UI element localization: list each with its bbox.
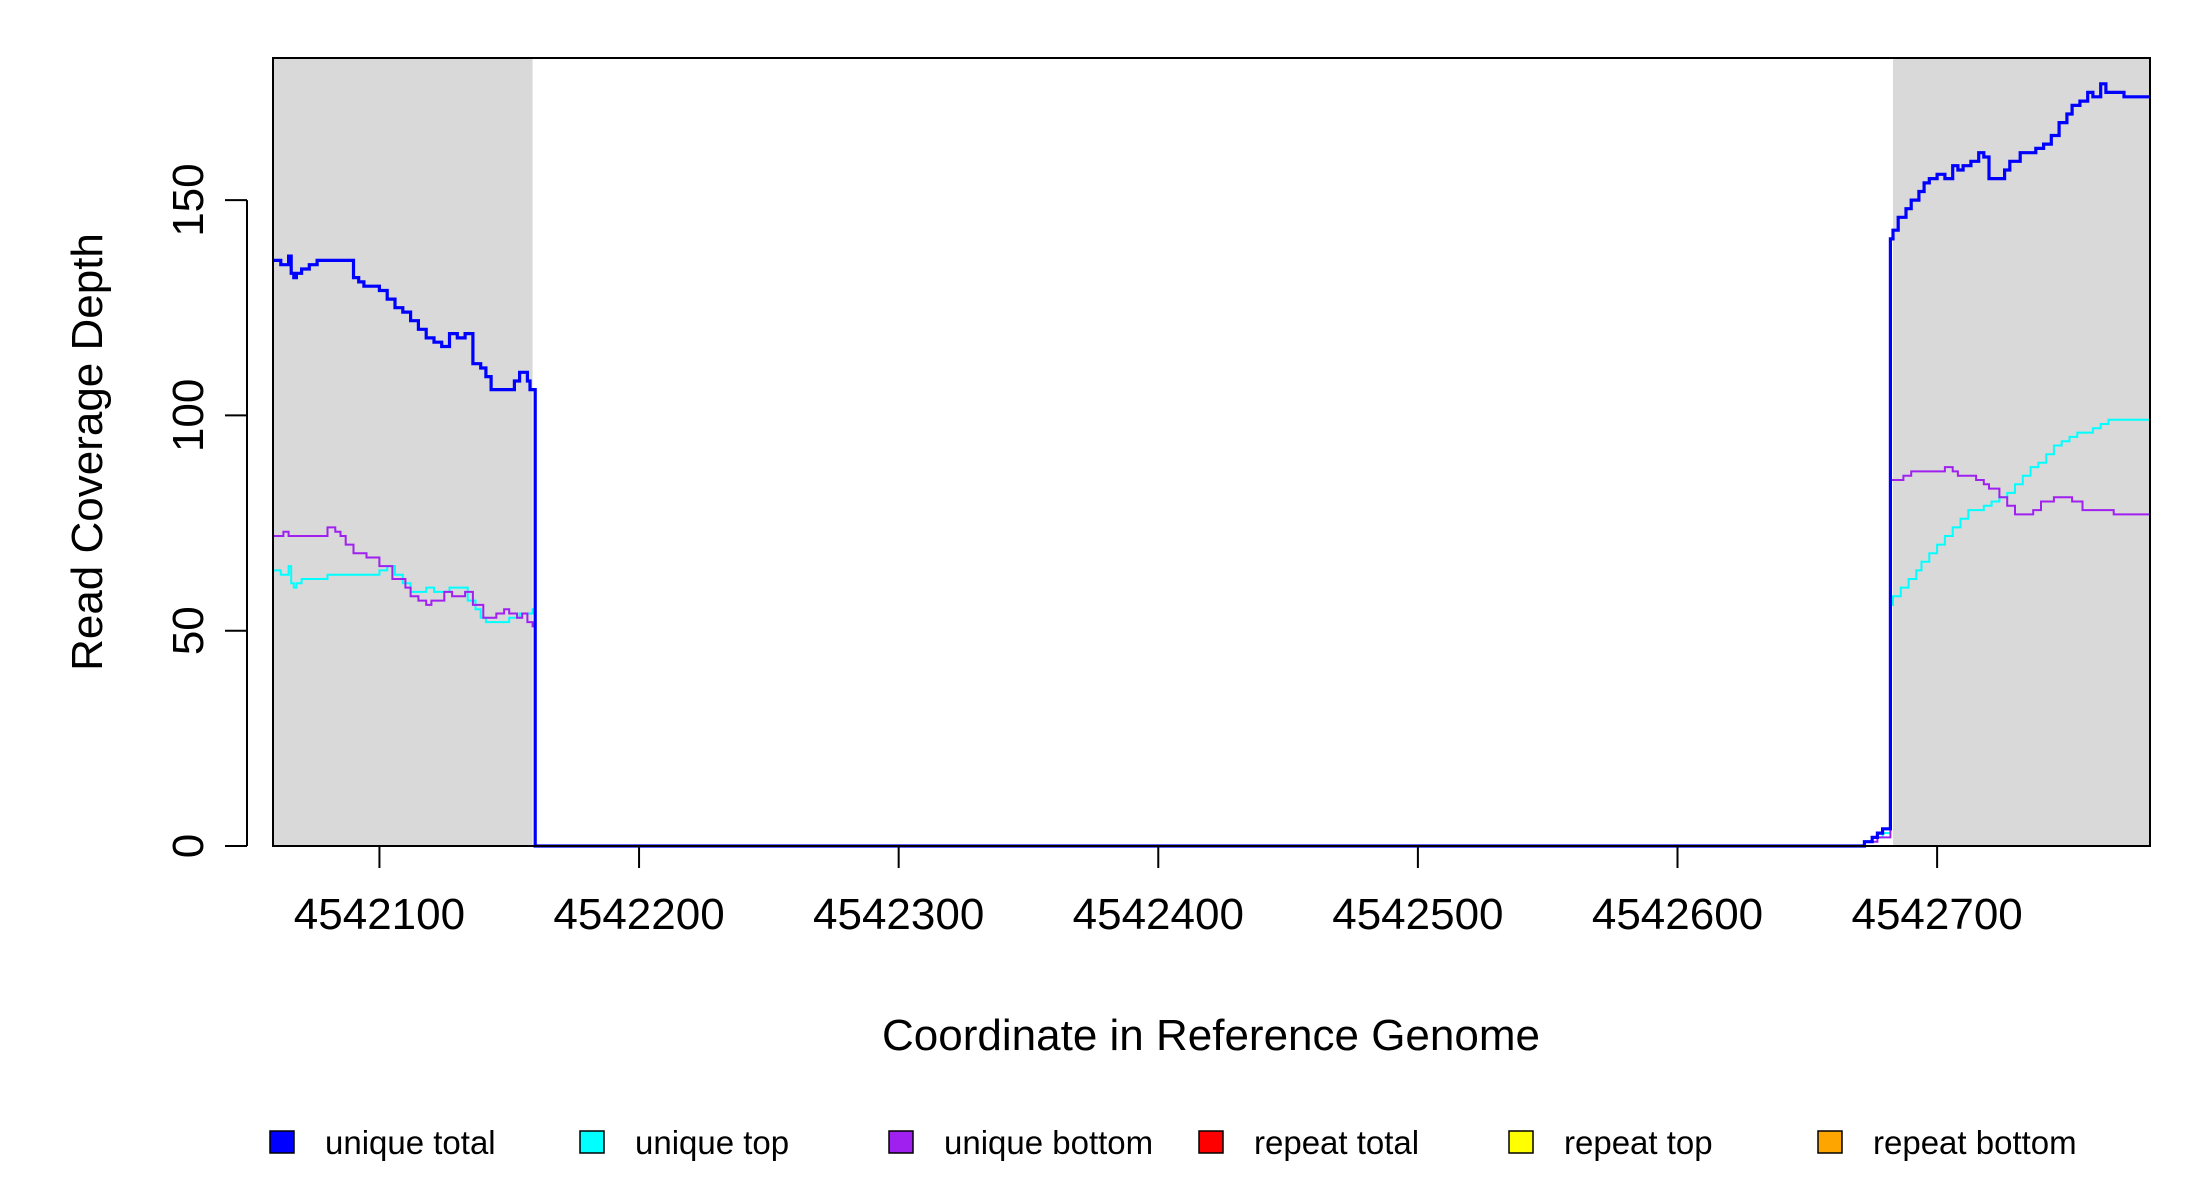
legend-swatch-repeat-bottom: [1817, 1130, 1843, 1154]
y-tick-label-3: 150: [164, 163, 213, 236]
plot-frame: [272, 57, 2151, 847]
x-tick-label-4: 4542500: [1332, 890, 1503, 939]
y-axis-title: Read Coverage Depth: [63, 233, 112, 671]
y-tick-label-0: 0: [164, 834, 213, 858]
legend-swatch-repeat-top: [1508, 1130, 1534, 1154]
x-tick-label-5: 4542600: [1592, 890, 1763, 939]
legend-label-unique-total: unique total: [325, 1124, 496, 1161]
x-tick-label-1: 4542200: [553, 890, 724, 939]
legend-label-repeat-total: repeat total: [1254, 1124, 1419, 1161]
x-tick-label-2: 4542300: [813, 890, 984, 939]
x-axis-title: Coordinate in Reference Genome: [882, 1011, 1540, 1060]
legend-swatch-unique-total: [269, 1130, 295, 1154]
legend-label-repeat-top: repeat top: [1564, 1124, 1713, 1161]
legend-swatch-repeat-total: [1198, 1130, 1224, 1154]
legend-label-unique-bottom: unique bottom: [944, 1124, 1153, 1161]
legend: unique total unique top unique bottom repea…: [269, 1124, 2077, 1161]
series-line-unique-total: [273, 82, 2150, 848]
legend-label-repeat-bottom: repeat bottom: [1873, 1124, 2077, 1161]
y-tick-label-2: 100: [164, 379, 213, 452]
x-tick-label-6: 4542700: [1851, 890, 2022, 939]
legend-label-unique-top: unique top: [635, 1124, 789, 1161]
legend-swatch-unique-bottom: [888, 1130, 914, 1154]
y-axis: 0 50 100 150: [164, 163, 248, 858]
shaded-region-0: [273, 58, 533, 846]
x-tick-label-0: 4542100: [294, 890, 465, 939]
y-tick-label-1: 50: [164, 606, 213, 655]
x-axis: 4542100 4542200 4542300 4542400 4542500 45426…: [294, 846, 2023, 939]
x-tick-label-3: 4542400: [1073, 890, 1244, 939]
shaded-regions: [273, 58, 2150, 846]
shaded-region-1: [1892, 58, 2150, 846]
legend-swatch-unique-top: [579, 1130, 605, 1154]
